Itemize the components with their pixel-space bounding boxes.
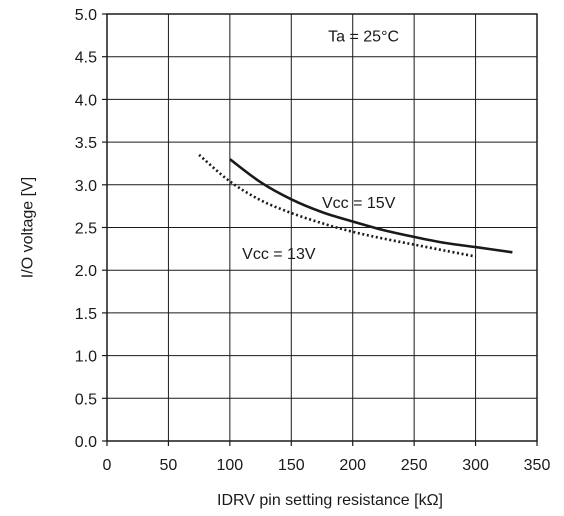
- series-line-vcc-15v: [229, 158, 513, 254]
- x-tick-label: 200: [339, 457, 366, 474]
- y-tick-label: 3.5: [75, 135, 97, 152]
- x-tick-label: 300: [462, 457, 489, 474]
- annotation-vcc-15v: Vcc = 15V: [322, 195, 396, 212]
- annotation-vcc-13v: Vcc = 13V: [242, 246, 316, 263]
- x-tick-label: 250: [401, 457, 428, 474]
- y-axis: 0.0 0.5 1.0 1.5 2.0 2.5 3.0 3.5 4.0 4.5 5.0: [75, 7, 107, 451]
- y-tick-label: 4.5: [75, 50, 97, 67]
- y-tick-label: 2.0: [75, 263, 97, 280]
- y-tick-label: 0.0: [75, 434, 97, 451]
- y-tick-label: 0.5: [75, 391, 97, 408]
- y-tick-label: 1.0: [75, 349, 97, 366]
- y-tick-label: 3.0: [75, 178, 97, 195]
- x-tick-label: 150: [278, 457, 305, 474]
- x-tick-label: 0: [103, 457, 112, 474]
- y-tick-label: 2.5: [75, 221, 97, 238]
- x-tick-label: 50: [160, 457, 178, 474]
- x-axis-title: IDRV pin setting resistance [kΩ]: [217, 492, 443, 509]
- grid: [107, 14, 537, 441]
- x-axis: 0 50 100 150 200 250 300 350: [103, 441, 551, 474]
- y-tick-label: 5.0: [75, 7, 97, 24]
- x-tick-label: 350: [524, 457, 551, 474]
- y-tick-label: 4.0: [75, 92, 97, 109]
- series-layer: [198, 153, 513, 258]
- annotation-temperature: Ta = 25°C: [328, 28, 399, 45]
- y-tick-label: 1.5: [75, 306, 97, 323]
- y-axis-title: I/O voltage [V]: [20, 177, 37, 278]
- series-line-vcc-13v: [198, 153, 476, 258]
- x-tick-label: 100: [217, 457, 244, 474]
